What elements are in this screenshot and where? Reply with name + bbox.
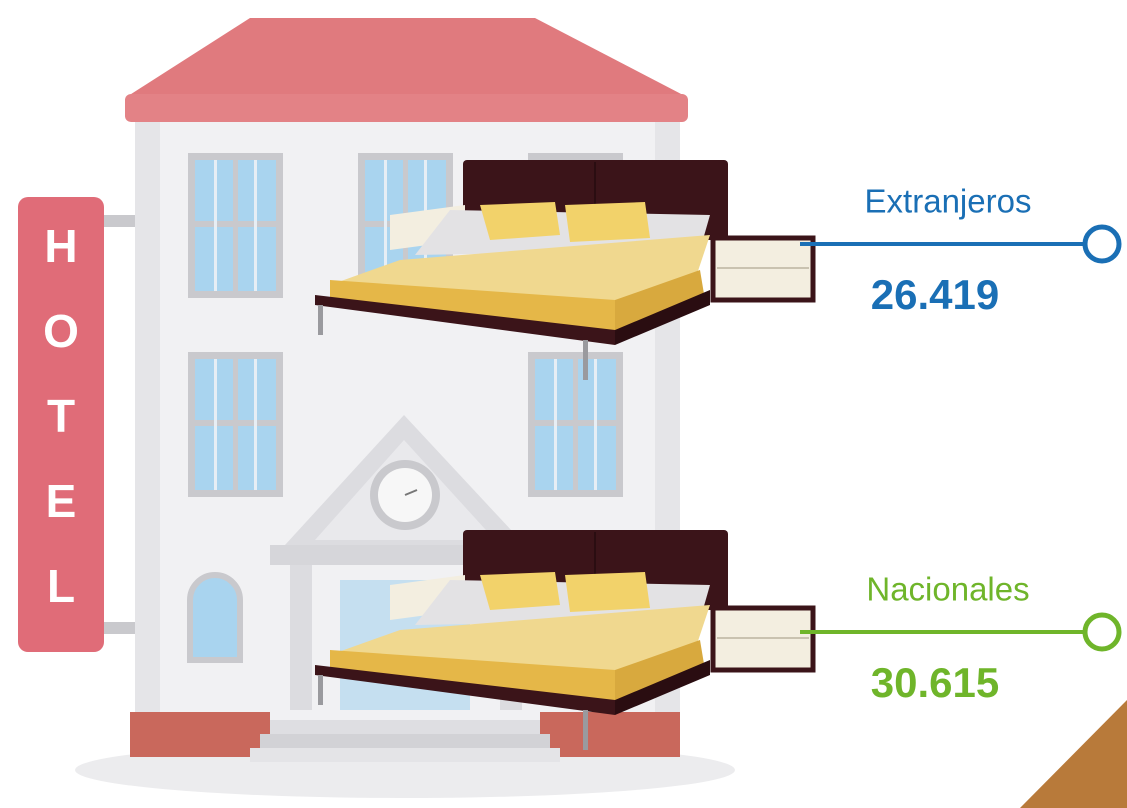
sign-letter: O xyxy=(43,305,79,357)
stat: Extranjeros 26.419 xyxy=(800,183,1122,318)
connector-dot xyxy=(1082,224,1122,264)
stat-label: Extranjeros xyxy=(865,183,1032,220)
stat-value: 30.615 xyxy=(871,659,999,706)
connector-dot xyxy=(1082,612,1122,652)
stat-value: 26.419 xyxy=(871,271,999,318)
sign-letter: T xyxy=(47,390,75,442)
sign-letter: H xyxy=(44,220,77,272)
sign-letter: L xyxy=(47,560,75,612)
stat: Nacionales 30.615 xyxy=(800,571,1122,706)
sign-letter: E xyxy=(46,475,77,527)
corner-decoration xyxy=(1020,700,1127,808)
stat-label: Nacionales xyxy=(866,571,1029,608)
